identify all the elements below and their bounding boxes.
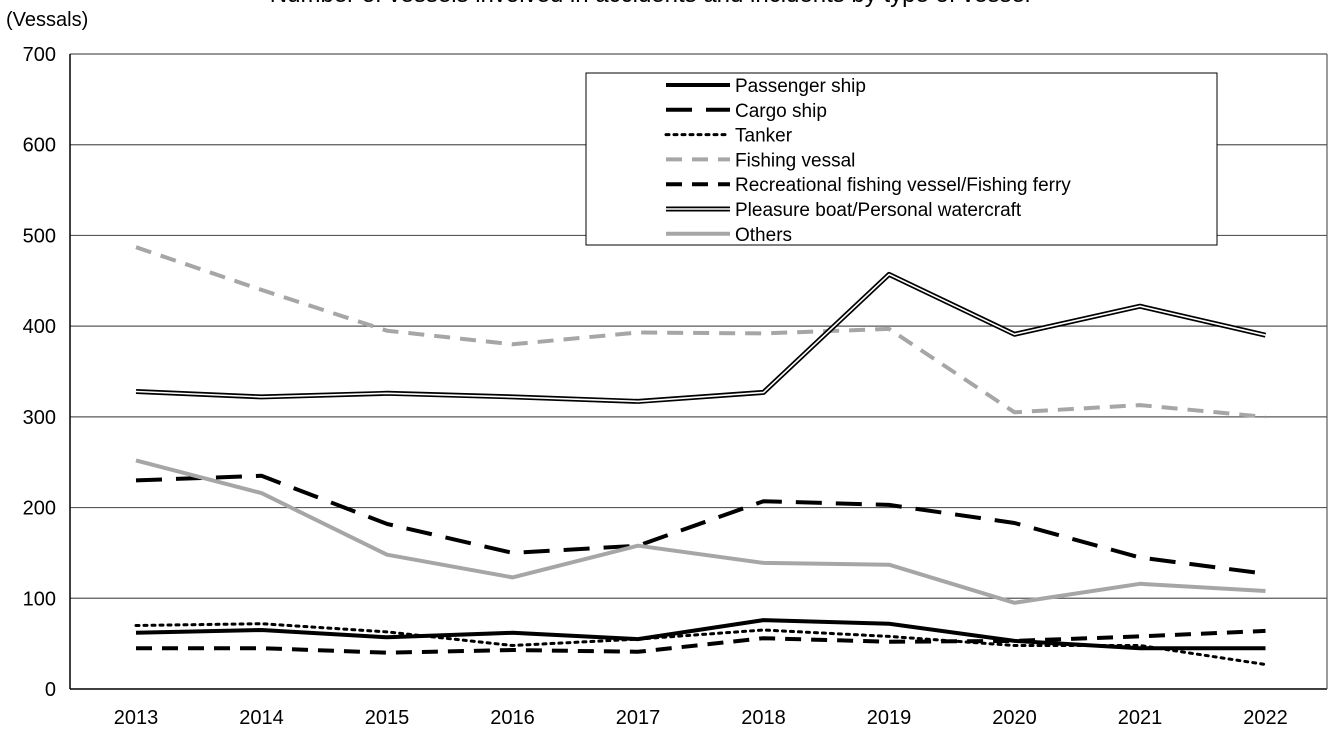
- y-tick-label: 600: [23, 135, 56, 157]
- legend-label-fishing-vessal: Fishing vessal: [735, 150, 855, 171]
- series-lines: [134, 245, 1267, 666]
- legend-label-pleasure-boat-personal-watercraft: Pleasure boat/Personal watercraft: [735, 200, 1022, 221]
- legend: Passenger ship Cargo ship Tanker Fishing ve…: [585, 72, 1218, 246]
- series-line-pleasure-boat-personal-watercraft: [135, 271, 1267, 404]
- x-tick-label: 2013: [114, 707, 159, 729]
- y-axis-unit-label: (Vessals): [6, 9, 88, 31]
- y-tick-label: 0: [45, 679, 56, 701]
- x-tick-label: 2022: [1243, 707, 1288, 729]
- legend-box: [585, 72, 1218, 246]
- axes: 0 100 200 300 400 500 600 700 2013 2014 2015 2016 20…: [23, 44, 1328, 729]
- chart-title: Number of vessels involved in accidents …: [270, 0, 1030, 8]
- y-tick-label: 500: [23, 225, 56, 247]
- x-tick-label: 2014: [239, 707, 284, 729]
- series-line-fishing-vessal: [135, 245, 1266, 419]
- x-tick-label: 2017: [616, 707, 661, 729]
- series-line-passenger-ship: [135, 618, 1266, 651]
- x-tick-label: 2015: [365, 707, 410, 729]
- legend-label-cargo-ship: Cargo ship: [735, 101, 827, 122]
- x-tick-label: 2018: [741, 707, 786, 729]
- y-tick-label: 200: [23, 498, 56, 520]
- x-tick-label: 2016: [490, 707, 535, 729]
- series-line-cargo-ship: [135, 473, 1266, 576]
- series-line-recreational-fishing-vessel-fishing-ferry: [136, 628, 1266, 655]
- y-tick-label: 700: [23, 44, 56, 66]
- series-line-others: [135, 458, 1266, 605]
- series-line-tanker: [134, 622, 1267, 666]
- series-line-pleasure-boat-personal-watercraft-outer: [135, 271, 1267, 404]
- legend-label-others: Others: [735, 225, 792, 246]
- y-tick-label: 400: [23, 316, 56, 338]
- legend-label-passenger-ship: Passenger ship: [735, 76, 866, 97]
- x-tick-label: 2019: [867, 707, 912, 729]
- legend-label-tanker: Tanker: [735, 126, 793, 147]
- series-line-pleasure-boat-personal-watercraft-inner: [135, 273, 1266, 403]
- y-tick-label: 100: [23, 588, 56, 610]
- legend-label-recreational-fishing-vessel-fishing-ferry: Recreational fishing vessel/Fishing ferr…: [735, 175, 1071, 196]
- x-tick-label: 2020: [992, 707, 1037, 729]
- y-tick-label: 300: [23, 407, 56, 429]
- x-tick-label: 2021: [1118, 707, 1163, 729]
